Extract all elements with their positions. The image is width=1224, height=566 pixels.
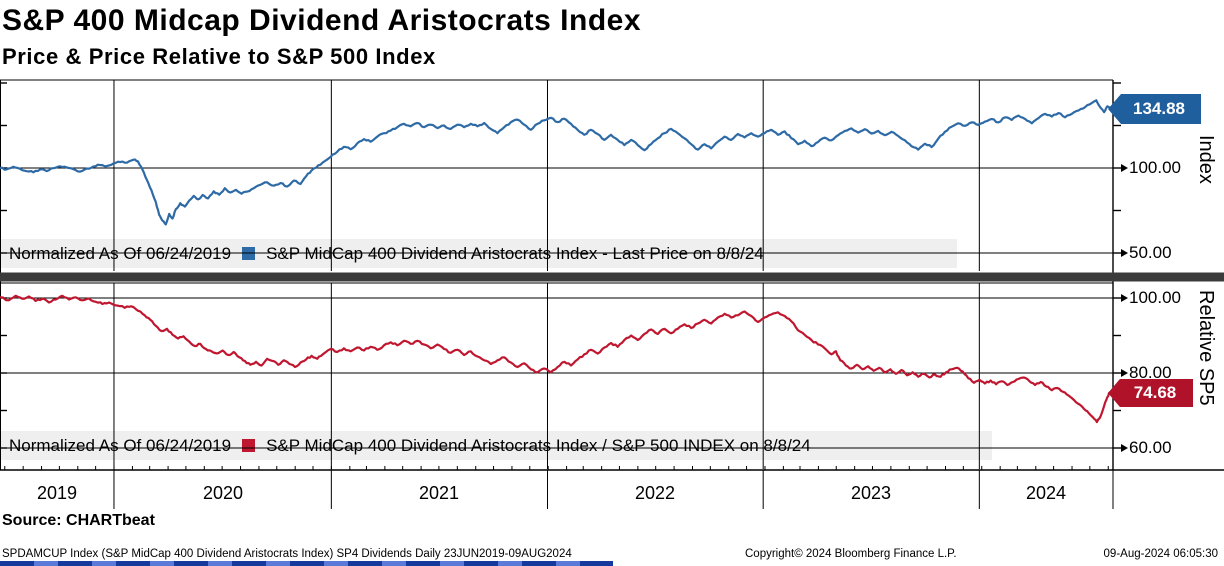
footer-ticker-info: SPDAMCUP Index (S&P MidCap 400 Dividend … xyxy=(2,548,572,560)
x-axis-year-label: 2024 xyxy=(1025,483,1067,503)
footer-timestamp: 09-Aug-2024 06:05:30 xyxy=(1103,548,1218,560)
x-axis-year-label: 2020 xyxy=(202,483,244,503)
top-panel-legend: Normalized As Of 06/24/2019 S&P MidCap 4… xyxy=(0,239,957,268)
last-price-tag-index: 134.88 xyxy=(1108,94,1201,124)
chart-subtitle: Price & Price Relative to S&P 500 Index xyxy=(2,44,436,69)
y-tick-label: 80.00 xyxy=(1129,363,1172,382)
x-axis-year-label: 2022 xyxy=(634,483,676,503)
terminal-taskbar-strip xyxy=(0,561,613,566)
footer-copyright: Copyright© 2024 Bloomberg Finance L.P. xyxy=(745,548,957,560)
bottom-panel-axis-title: Relative SP5 xyxy=(1195,290,1217,406)
x-axis-year-label: 2019 xyxy=(36,483,78,503)
chart-title: S&P 400 Midcap Dividend Aristocrats Inde… xyxy=(2,4,642,37)
x-axis-year-label: 2021 xyxy=(418,483,460,503)
top-panel-axis-title: Index xyxy=(1195,135,1217,184)
y-tick-label: 60.00 xyxy=(1129,438,1172,457)
x-axis-year-label: 2023 xyxy=(850,483,892,503)
source-label: Source: CHARTbeat xyxy=(2,512,155,529)
y-tick-label: 100.00 xyxy=(1129,288,1181,307)
red-series-swatch-icon xyxy=(242,439,256,452)
index-series-label: S&P MidCap 400 Dividend Aristocrats Inde… xyxy=(266,243,764,263)
y-tick-label: 50.00 xyxy=(1129,243,1172,262)
y-tick-label: 100.00 xyxy=(1129,158,1181,177)
normalized-as-of-label: Normalized As Of 06/24/2019 xyxy=(9,435,232,455)
blue-series-swatch-icon xyxy=(242,247,256,260)
bottom-panel-legend: Normalized As Of 06/24/2019 S&P MidCap 4… xyxy=(0,431,992,460)
normalized-as-of-label: Normalized As Of 06/24/2019 xyxy=(9,243,232,263)
last-price-tag-relative: 74.68 xyxy=(1108,379,1193,407)
relative-series-label: S&P MidCap 400 Dividend Aristocrats Inde… xyxy=(266,435,811,455)
